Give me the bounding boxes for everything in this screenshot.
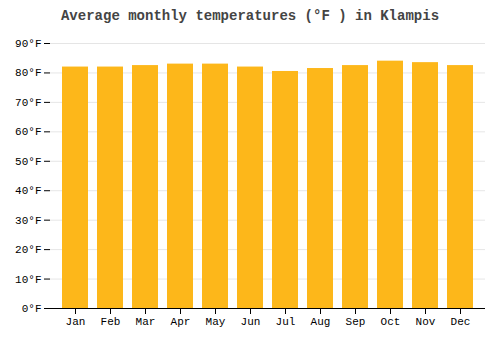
svg-text:10°F: 10°F [15, 274, 41, 286]
svg-text:Feb: Feb [101, 316, 121, 328]
svg-text:30°F: 30°F [15, 215, 41, 227]
svg-text:Oct: Oct [381, 316, 401, 328]
svg-text:Nov: Nov [416, 316, 436, 328]
svg-text:Aug: Aug [311, 316, 331, 328]
html-text:Average monthly temperatures (: Average monthly temperatures (°F ) in Kl… [61, 8, 439, 24]
svg-text:50°F: 50°F [15, 156, 41, 168]
svg-text:80°F: 80°F [15, 67, 41, 79]
svg-text:90°F: 90°F [15, 38, 41, 50]
svg-text:Apr: Apr [171, 316, 191, 328]
svg-text:Sep: Sep [346, 316, 366, 328]
svg-text:Jan: Jan [66, 316, 86, 328]
svg-text:May: May [206, 316, 226, 328]
svg-text:70°F: 70°F [15, 97, 41, 109]
svg-text:20°F: 20°F [15, 244, 41, 256]
svg-text:40°F: 40°F [15, 185, 41, 197]
svg-text:Jul: Jul [276, 316, 296, 328]
svg-text:Mar: Mar [136, 316, 156, 328]
svg-text:Dec: Dec [451, 316, 471, 328]
svg-text:0°F: 0°F [22, 303, 42, 315]
svg-text:Jun: Jun [241, 316, 261, 328]
svg-text:60°F: 60°F [15, 126, 41, 138]
